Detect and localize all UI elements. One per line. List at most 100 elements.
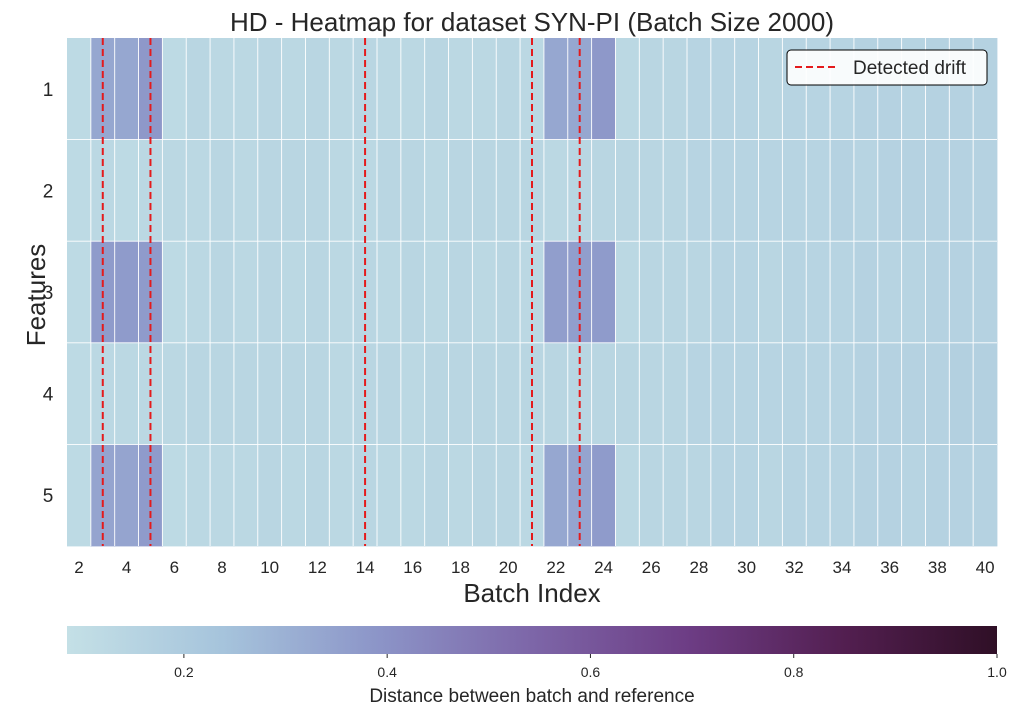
heatmap-cell xyxy=(377,241,402,344)
legend: Detected drift xyxy=(786,49,988,86)
heatmap-cell xyxy=(543,444,569,547)
heatmap-cell xyxy=(639,241,664,344)
heatmap-cell xyxy=(448,342,473,445)
heatmap-cell xyxy=(591,444,616,547)
heatmap-cell xyxy=(639,342,664,445)
heatmap-cell xyxy=(543,139,569,242)
x-tick-label: 6 xyxy=(170,558,179,577)
heatmap-cell xyxy=(687,444,712,547)
heatmap-cell xyxy=(448,38,473,140)
y-tick-label: 4 xyxy=(43,385,54,406)
x-tick-label: 20 xyxy=(499,558,518,577)
heatmap-cell xyxy=(710,241,736,344)
heatmap-cell xyxy=(877,342,903,445)
heatmap-cell xyxy=(615,241,640,344)
heatmap-cell xyxy=(281,241,306,344)
heatmap-cell xyxy=(257,444,283,547)
heatmap-cell xyxy=(67,139,92,242)
heatmap-cell xyxy=(305,241,330,344)
heatmap-cell xyxy=(233,444,259,547)
colorbar: 0.2 0.4 0.6 0.8 1.0 Distance between batch a… xyxy=(67,626,1007,707)
heatmap-cell xyxy=(925,444,950,547)
heatmap-cell xyxy=(448,241,473,344)
heatmap-cell xyxy=(210,444,235,547)
heatmap-cell xyxy=(615,38,640,140)
x-tick-label: 22 xyxy=(546,558,565,577)
heatmap-cell xyxy=(305,342,330,445)
heatmap-cell xyxy=(758,38,783,140)
heatmap-cell xyxy=(806,241,831,344)
heatmap-cell xyxy=(114,444,139,547)
drift-lines xyxy=(101,38,581,546)
heatmap-cell xyxy=(424,444,449,547)
colorbar-ticks: 0.2 0.4 0.6 0.8 1.0 xyxy=(174,654,1007,680)
heatmap-cell xyxy=(830,139,855,242)
heatmap-cell xyxy=(305,38,330,140)
heatmap-cell xyxy=(472,241,497,344)
heatmap-cell xyxy=(257,38,283,140)
x-tick-label: 34 xyxy=(833,558,852,577)
heatmap-cell xyxy=(210,342,235,445)
heatmap-cell xyxy=(925,139,950,242)
heatmap-cell xyxy=(734,38,759,140)
x-tick-label: 18 xyxy=(451,558,470,577)
heatmap-cell xyxy=(496,444,521,547)
x-tick-label: 8 xyxy=(217,558,226,577)
x-tick-label: 4 xyxy=(122,558,131,577)
heatmap-cell xyxy=(329,241,354,344)
heatmap-cell xyxy=(400,139,426,242)
heatmap-cell xyxy=(424,38,449,140)
heatmap-cell xyxy=(734,241,759,344)
heatmap-cell xyxy=(949,444,974,547)
heatmap-cell xyxy=(233,241,259,344)
colorbar-tick-label: 0.4 xyxy=(377,664,397,680)
x-tick-label: 16 xyxy=(403,558,422,577)
heatmap-cell xyxy=(639,139,664,242)
heatmap-cell xyxy=(973,342,998,445)
x-tick-label: 28 xyxy=(689,558,708,577)
heatmap-cell xyxy=(233,342,259,445)
heatmap-cell xyxy=(162,139,187,242)
heatmap-cell xyxy=(281,38,306,140)
colorbar-gradient xyxy=(67,626,997,654)
heatmap-cell xyxy=(353,139,378,242)
heatmap-cell xyxy=(853,139,879,242)
heatmap-cell xyxy=(591,342,616,445)
x-tick-label: 10 xyxy=(260,558,279,577)
heatmap-cell xyxy=(877,241,903,344)
heatmap-cell xyxy=(520,139,545,242)
y-tick-label: 1 xyxy=(43,80,54,101)
heatmap-cell xyxy=(758,342,783,445)
heatmap-cell xyxy=(377,444,402,547)
heatmap-cell xyxy=(782,444,807,547)
heatmap-cell xyxy=(162,38,187,140)
heatmap-cell xyxy=(877,139,903,242)
colorbar-tick-label: 1.0 xyxy=(987,664,1007,680)
heatmap-cell xyxy=(615,342,640,445)
heatmap-cell xyxy=(496,139,521,242)
heatmap-cell xyxy=(162,444,187,547)
x-tick-label: 26 xyxy=(642,558,661,577)
heatmap-cell xyxy=(186,38,211,140)
heatmap-cell xyxy=(591,241,616,344)
heatmap-cell xyxy=(543,38,569,140)
heatmap-cell xyxy=(210,38,235,140)
heatmap-cell xyxy=(400,444,426,547)
heatmap-cell xyxy=(67,444,92,547)
x-tick-label: 14 xyxy=(356,558,375,577)
heatmap-cell xyxy=(67,342,92,445)
heatmap-cells xyxy=(67,38,998,547)
heatmap-cell xyxy=(496,241,521,344)
heatmap-cell xyxy=(710,139,736,242)
legend-box xyxy=(786,49,988,86)
heatmap-cell xyxy=(329,38,354,140)
heatmap-cell xyxy=(830,444,855,547)
heatmap-cell xyxy=(257,241,283,344)
heatmap-cell xyxy=(710,342,736,445)
x-tick-label: 40 xyxy=(976,558,995,577)
heatmap-cell xyxy=(901,342,926,445)
heatmap-cell xyxy=(853,342,879,445)
heatmap-cell xyxy=(663,444,688,547)
heatmap-cell xyxy=(758,444,783,547)
